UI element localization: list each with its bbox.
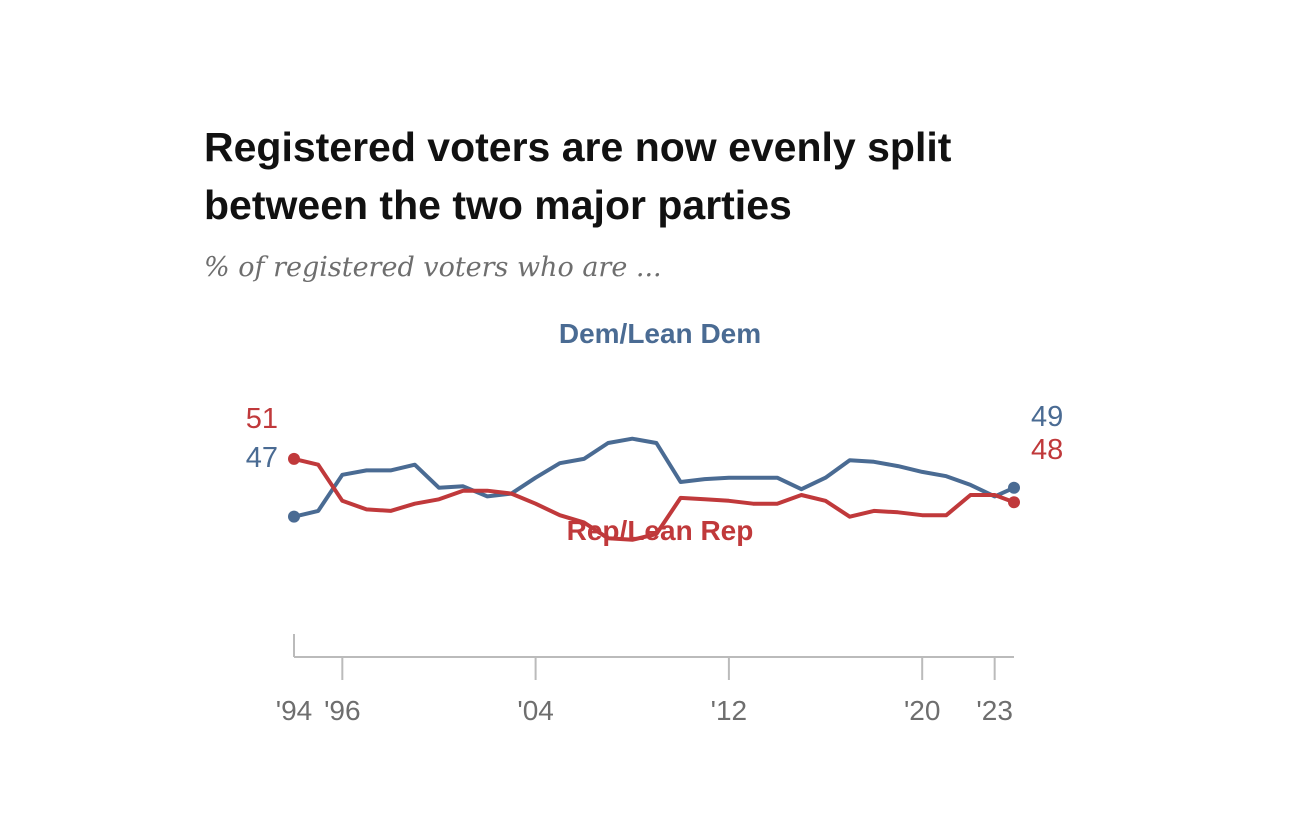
chart-title: Registered voters are now evenly split b… (204, 124, 952, 228)
series-point-dem-end (1008, 481, 1020, 494)
series-point-rep-start (288, 452, 300, 465)
x-tick-label: '20 (904, 695, 941, 726)
x-tick-label: '23 (976, 695, 1013, 726)
x-axis-ticks: '94 '96 '04 '12 '20 '23 (276, 634, 1013, 726)
series-label-dem: Dem/Lean Dem (559, 318, 761, 349)
series-point-dem-start (288, 510, 300, 523)
end-label-rep: 48 (1031, 434, 1063, 466)
start-label-rep: 51 (246, 403, 278, 435)
x-tick-label: '12 (711, 695, 748, 726)
start-label-dem: 47 (246, 442, 278, 474)
chart-subtitle: % of registered voters who are ... (204, 252, 662, 283)
x-tick-label: '04 (517, 695, 554, 726)
series-lines (288, 436, 1020, 542)
series-line-dem (292, 436, 1016, 519)
series-line-rep (292, 456, 1016, 542)
end-label-dem: 49 (1031, 401, 1063, 433)
x-tick-label: '94 (276, 695, 313, 726)
x-tick-label: '96 (324, 695, 361, 726)
series-point-rep-end (1008, 496, 1020, 509)
